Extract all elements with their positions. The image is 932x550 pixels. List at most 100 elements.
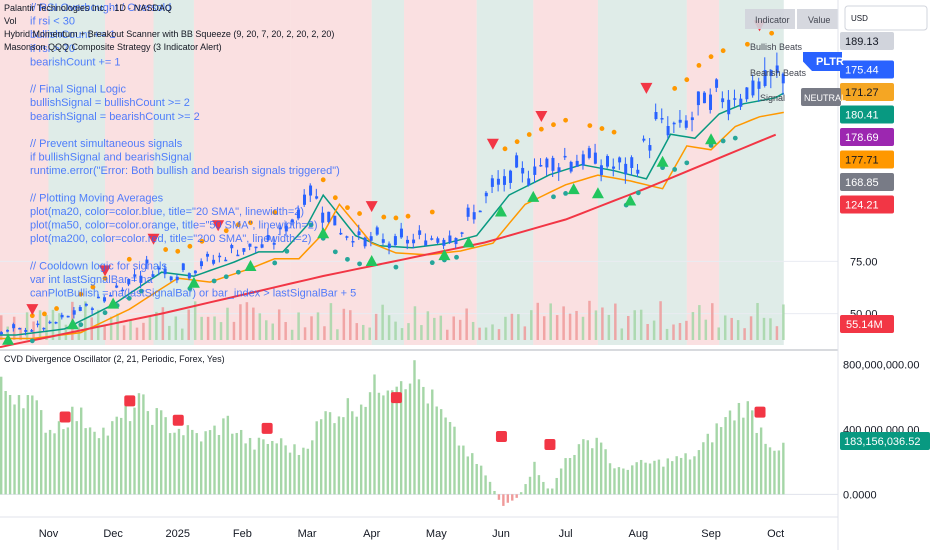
volume-bar: [504, 316, 507, 340]
osc-bar: [351, 411, 354, 495]
time-tick-label: Aug: [629, 528, 649, 540]
osc-bar: [346, 398, 350, 495]
volume-bar: [129, 319, 132, 340]
volume-bar: [549, 303, 552, 340]
volume-bar: [6, 326, 9, 340]
price-badge-label: 175.44: [845, 65, 879, 77]
osc-bar: [368, 392, 372, 495]
candle-body: [448, 235, 452, 243]
time-axis[interactable]: Nov Dec 2025 Feb Mar Apr May Jun Jul Aug Sep Oct: [39, 528, 785, 540]
overbought-dot: [357, 211, 362, 216]
signal-zone: [719, 0, 784, 345]
candle-body: [472, 212, 476, 220]
overbought-dot: [332, 195, 338, 201]
overbought-dot: [599, 126, 605, 131]
sell-triangle: [486, 138, 499, 150]
indicator-legend-2[interactable]: Masonson QQQ Composite Strategy (3 Indic…: [4, 42, 222, 52]
osc-bar: [422, 386, 425, 495]
oscillator-badge-bg: [840, 432, 930, 450]
oversold-dot: [720, 138, 726, 144]
osc-bar: [35, 400, 38, 495]
osc-bar: [293, 444, 296, 495]
osc-bar: [386, 390, 390, 495]
volume-bar: [426, 311, 430, 340]
volume-bar: [25, 312, 29, 340]
volume-bar: [678, 323, 682, 340]
currency-selector[interactable]: [844, 5, 928, 31]
oscillator-title[interactable]: CVD Divergence Oscillator (2, 21, Period…: [4, 354, 225, 364]
osc-bar: [0, 376, 3, 495]
price-badge: [840, 32, 894, 50]
candle-body: [345, 236, 349, 238]
volume-bar: [64, 324, 68, 340]
divergence-flag: [544, 439, 556, 451]
osc-bar: [599, 442, 603, 495]
osc-bar: [13, 404, 16, 495]
candle-body: [648, 145, 652, 151]
osc-bar: [542, 481, 545, 495]
volume-bar: [575, 310, 578, 340]
volume-bar: [213, 316, 216, 340]
candle-body: [187, 273, 191, 279]
osc-bar: [751, 410, 754, 495]
buy-triangle: [187, 276, 200, 288]
volume-bar: [394, 321, 397, 340]
osc-bar: [373, 374, 376, 495]
osc-bar: [288, 452, 292, 495]
signal-zone: [686, 0, 720, 345]
buy-triangle: [567, 183, 580, 195]
overbought-dot: [223, 228, 229, 234]
candle-body: [690, 117, 694, 121]
osc-bar: [57, 421, 61, 495]
candle-body: [127, 278, 131, 285]
candle-body: [248, 243, 252, 247]
osc-bar: [297, 454, 301, 495]
overbought-dot: [745, 41, 750, 47]
candle-body: [769, 70, 773, 77]
candle-body: [272, 242, 276, 245]
osc-bar: [448, 421, 452, 495]
overbought-dot: [405, 213, 411, 219]
oversold-dot: [429, 260, 435, 266]
osc-bar: [124, 404, 127, 495]
candle-body: [351, 240, 355, 243]
volume-bar: [639, 309, 643, 340]
volume-bar: [736, 320, 740, 340]
sell-triangle: [212, 220, 225, 232]
time-tick-label: Oct: [767, 528, 784, 540]
osc-bar: [222, 418, 225, 495]
volume-bar: [258, 313, 262, 340]
overbought-dot: [235, 222, 241, 228]
candle-body: [42, 327, 46, 330]
signal-zones: [0, 0, 784, 345]
osc-bar: [208, 430, 212, 495]
osc-bar: [359, 404, 363, 495]
overbought-dot: [54, 306, 59, 311]
buy-triangle: [66, 318, 79, 330]
volume-bar: [116, 313, 119, 340]
candle-body: [309, 185, 313, 196]
candle-body: [672, 122, 676, 125]
buy-triangle: [107, 297, 120, 309]
time-tick-label: Jul: [559, 528, 573, 540]
oversold-dot: [102, 310, 108, 316]
candle-body: [539, 164, 543, 167]
candle-body: [60, 314, 64, 318]
osc-bar: [671, 461, 674, 495]
osc-bar: [26, 395, 30, 495]
osc-bar: [66, 427, 70, 495]
volume-bar: [743, 328, 746, 340]
volume-bar: [32, 321, 35, 340]
indicator-legend-1[interactable]: Hybrid Momentum + Breakout Scanner with …: [4, 29, 334, 39]
volume-bar: [271, 323, 274, 340]
symbol-title: Palantir Technologies Inc. · 1D · NASDAQ: [4, 3, 172, 13]
candle-body: [551, 157, 555, 171]
candle-body: [109, 295, 113, 297]
time-tick-label: Feb: [233, 528, 252, 540]
candle-body: [206, 253, 210, 257]
osc-bar: [488, 481, 492, 495]
oversold-dot: [332, 249, 338, 255]
overbought-dot: [720, 48, 726, 54]
price-scale[interactable]: [838, 0, 932, 550]
